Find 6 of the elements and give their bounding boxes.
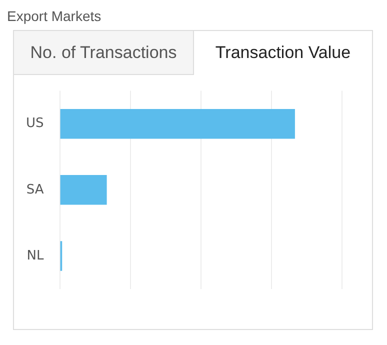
y-tick-label: US — [26, 116, 44, 132]
chart-title: Export Markets — [7, 8, 102, 24]
text: Transaction Value — [194, 31, 372, 75]
text: No. of Transactions — [14, 31, 194, 75]
y-tick-label: SA — [26, 182, 44, 198]
y-tick-label: NL — [26, 248, 45, 264]
